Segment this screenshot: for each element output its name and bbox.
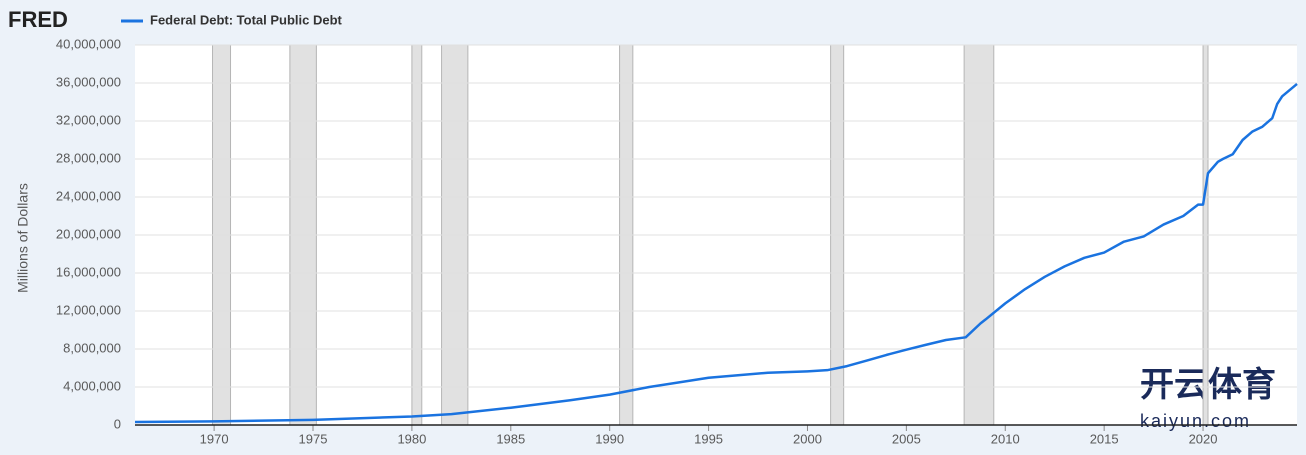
y-axis-label: Millions of Dollars — [15, 183, 31, 293]
x-tick-label: 1985 — [496, 431, 525, 446]
x-tick-label: 2000 — [793, 431, 822, 446]
x-tick-label: 2005 — [892, 431, 921, 446]
x-tick-label: 1970 — [200, 431, 229, 446]
x-tick-label: 1980 — [397, 431, 426, 446]
y-tick-label: 0 — [114, 416, 121, 431]
x-tick-label: 2015 — [1090, 431, 1119, 446]
legend-label: Federal Debt: Total Public Debt — [150, 12, 343, 27]
y-tick-label: 36,000,000 — [56, 74, 121, 89]
y-tick-label: 12,000,000 — [56, 302, 121, 317]
logo: FRED — [8, 7, 68, 32]
x-tick-label: 1975 — [299, 431, 328, 446]
x-tick-label: 2010 — [991, 431, 1020, 446]
y-tick-label: 4,000,000 — [63, 378, 121, 393]
y-tick-label: 8,000,000 — [63, 340, 121, 355]
y-tick-label: 28,000,000 — [56, 150, 121, 165]
y-tick-label: 32,000,000 — [56, 112, 121, 127]
x-tick-label: 1995 — [694, 431, 723, 446]
y-tick-label: 20,000,000 — [56, 226, 121, 241]
x-tick-label: 2020 — [1189, 431, 1218, 446]
y-tick-label: 40,000,000 — [56, 36, 121, 51]
y-tick-label: 16,000,000 — [56, 264, 121, 279]
watermark-site: kaiyun.com — [1140, 411, 1251, 431]
x-tick-label: 1990 — [595, 431, 624, 446]
series-line — [134, 82, 1298, 424]
y-tick-label: 24,000,000 — [56, 188, 121, 203]
